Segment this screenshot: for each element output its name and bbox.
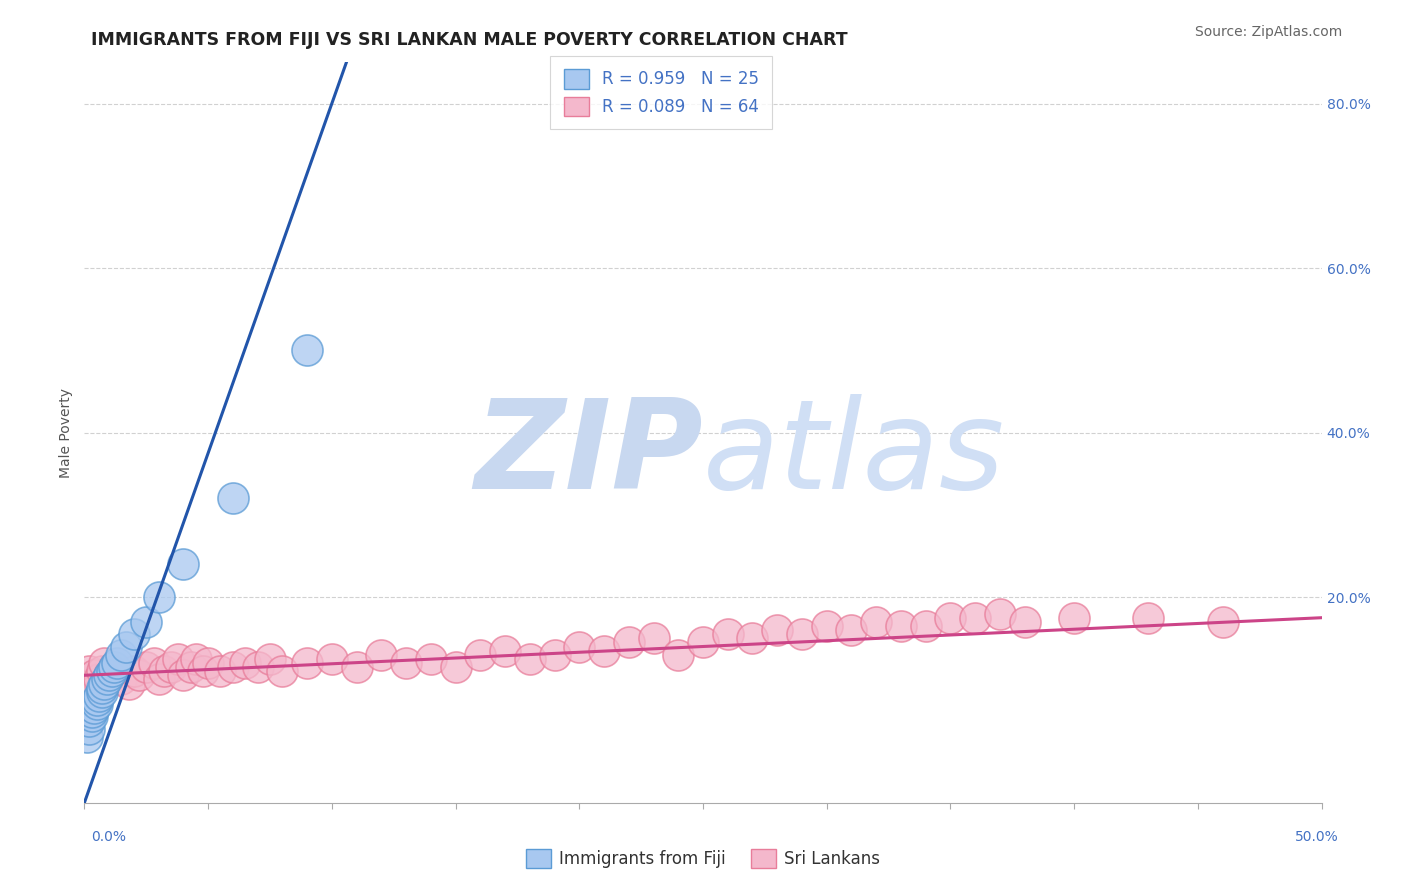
Point	[370, 648, 392, 662]
Point	[100, 664, 122, 678]
Point	[103, 660, 125, 674]
Point	[135, 660, 157, 674]
Y-axis label: Male Poverty: Male Poverty	[59, 388, 73, 477]
Point	[233, 656, 256, 670]
Point	[939, 610, 962, 624]
Point	[142, 656, 165, 670]
Point	[914, 619, 936, 633]
Text: 50.0%: 50.0%	[1295, 830, 1339, 844]
Point	[246, 660, 269, 674]
Point	[259, 652, 281, 666]
Point	[666, 648, 689, 662]
Point	[90, 685, 112, 699]
Point	[80, 676, 103, 690]
Point	[692, 635, 714, 649]
Point	[790, 627, 813, 641]
Point	[86, 681, 108, 695]
Point	[271, 664, 294, 678]
Point	[83, 701, 105, 715]
Point	[766, 623, 789, 637]
Point	[617, 635, 640, 649]
Point	[152, 664, 174, 678]
Point	[470, 648, 492, 662]
Point	[76, 673, 98, 687]
Point	[197, 656, 219, 670]
Legend: R = 0.959   N = 25, R = 0.089   N = 64: R = 0.959 N = 25, R = 0.089 N = 64	[551, 56, 772, 129]
Point	[86, 697, 108, 711]
Point	[160, 660, 183, 674]
Point	[83, 668, 105, 682]
Point	[128, 668, 150, 682]
Point	[184, 652, 207, 666]
Point	[1063, 610, 1085, 624]
Point	[148, 590, 170, 604]
Point	[90, 664, 112, 678]
Point	[295, 343, 318, 358]
Point	[122, 664, 145, 678]
Point	[965, 610, 987, 624]
Point	[717, 627, 740, 641]
Point	[86, 693, 108, 707]
Point	[122, 627, 145, 641]
Point	[96, 673, 118, 687]
Point	[110, 673, 132, 687]
Point	[321, 652, 343, 666]
Point	[543, 648, 565, 662]
Point	[172, 668, 194, 682]
Point	[1212, 615, 1234, 629]
Legend: Immigrants from Fiji, Sri Lankans: Immigrants from Fiji, Sri Lankans	[519, 842, 887, 875]
Point	[115, 640, 138, 654]
Point	[841, 623, 863, 637]
Point	[118, 676, 141, 690]
Text: 0.0%: 0.0%	[91, 830, 127, 844]
Point	[865, 615, 887, 629]
Point	[79, 664, 101, 678]
Point	[444, 660, 467, 674]
Point	[103, 660, 125, 674]
Point	[643, 632, 665, 646]
Point	[89, 673, 111, 687]
Point	[93, 656, 115, 670]
Point	[1137, 610, 1160, 624]
Point	[80, 709, 103, 723]
Point	[105, 656, 128, 670]
Text: Source: ZipAtlas.com: Source: ZipAtlas.com	[1195, 25, 1343, 39]
Point	[395, 656, 418, 670]
Point	[79, 722, 101, 736]
Point	[519, 652, 541, 666]
Point	[98, 668, 121, 682]
Point	[110, 648, 132, 662]
Point	[593, 643, 616, 657]
Point	[988, 607, 1011, 621]
Text: ZIP: ZIP	[474, 394, 703, 516]
Point	[890, 619, 912, 633]
Point	[741, 632, 763, 646]
Point	[79, 714, 101, 728]
Point	[80, 706, 103, 720]
Point	[295, 656, 318, 670]
Point	[180, 660, 202, 674]
Point	[815, 619, 838, 633]
Point	[1014, 615, 1036, 629]
Point	[568, 640, 591, 654]
Point	[419, 652, 441, 666]
Point	[209, 664, 232, 678]
Text: atlas: atlas	[703, 394, 1005, 516]
Point	[90, 681, 112, 695]
Text: IMMIGRANTS FROM FIJI VS SRI LANKAN MALE POVERTY CORRELATION CHART: IMMIGRANTS FROM FIJI VS SRI LANKAN MALE …	[91, 31, 848, 49]
Point	[494, 643, 516, 657]
Point	[148, 673, 170, 687]
Point	[89, 689, 111, 703]
Point	[93, 676, 115, 690]
Point	[222, 491, 245, 506]
Point	[167, 652, 190, 666]
Point	[98, 668, 121, 682]
Point	[346, 660, 368, 674]
Point	[191, 664, 214, 678]
Point	[172, 558, 194, 572]
Point	[76, 730, 98, 744]
Point	[135, 615, 157, 629]
Point	[222, 660, 245, 674]
